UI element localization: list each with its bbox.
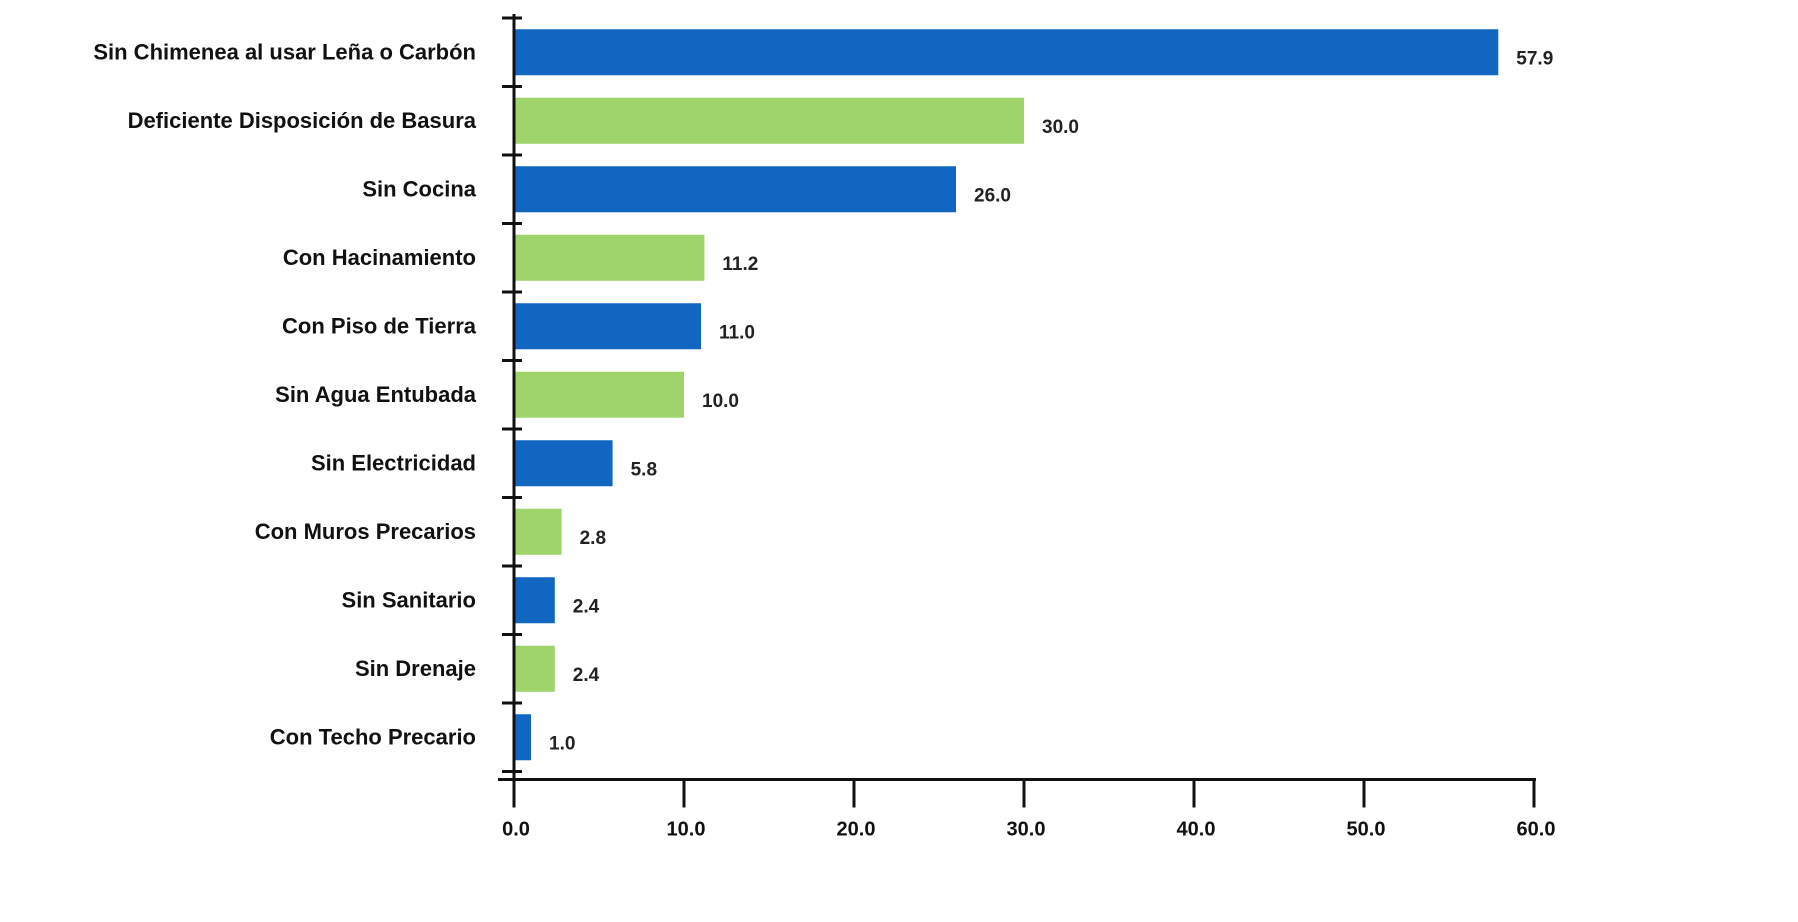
value-label-7: 2.8 xyxy=(580,528,606,549)
bar-10 xyxy=(514,714,531,761)
value-label-6: 5.8 xyxy=(631,459,657,480)
category-label-8: Sin Sanitario xyxy=(342,587,476,612)
value-label-9: 2.4 xyxy=(573,665,600,686)
bar-9 xyxy=(514,645,555,692)
category-label-7: Con Muros Precarios xyxy=(255,519,476,544)
value-label-5: 10.0 xyxy=(702,391,739,412)
value-label-2: 26.0 xyxy=(974,185,1011,206)
bar-5 xyxy=(514,371,684,418)
x-tick-label-2: 20.0 xyxy=(837,819,876,841)
bar-4 xyxy=(514,303,701,350)
bar-2 xyxy=(514,166,956,213)
category-label-10: Con Techo Precario xyxy=(270,724,476,749)
bars-layer xyxy=(514,29,1499,761)
value-label-4: 11.0 xyxy=(719,322,755,343)
axes-layer xyxy=(498,14,1536,808)
x-tick-label-0: 0.0 xyxy=(502,819,530,841)
category-label-9: Sin Drenaje xyxy=(355,656,476,681)
category-label-3: Con Hacinamiento xyxy=(283,245,476,270)
x-tick-label-1: 10.0 xyxy=(667,819,706,841)
category-label-6: Sin Electricidad xyxy=(311,450,476,475)
bar-0 xyxy=(514,29,1499,76)
bar-3 xyxy=(514,234,705,281)
bar-1 xyxy=(514,97,1024,144)
bar-7 xyxy=(514,508,562,555)
category-label-0: Sin Chimenea al usar Leña o Carbón xyxy=(93,39,476,64)
value-label-3: 11.2 xyxy=(722,254,758,275)
x-tick-label-4: 40.0 xyxy=(1177,819,1216,841)
value-label-10: 1.0 xyxy=(549,733,575,754)
category-label-4: Con Piso de Tierra xyxy=(282,313,477,338)
value-label-0: 57.9 xyxy=(1516,48,1553,69)
labels-layer: Sin Chimenea al usar Leña o Carbón 57.9 De… xyxy=(93,39,1555,840)
category-label-2: Sin Cocina xyxy=(362,176,476,201)
bar-8 xyxy=(514,577,555,624)
category-label-1: Deficiente Disposición de Basura xyxy=(128,108,477,133)
category-label-5: Sin Agua Entubada xyxy=(275,382,477,407)
x-tick-label-6: 60.0 xyxy=(1517,819,1556,841)
x-tick-label-5: 50.0 xyxy=(1347,819,1386,841)
value-label-1: 30.0 xyxy=(1042,117,1079,138)
value-label-8: 2.4 xyxy=(573,596,600,617)
bar-6 xyxy=(514,440,613,487)
x-tick-label-3: 30.0 xyxy=(1007,819,1046,841)
